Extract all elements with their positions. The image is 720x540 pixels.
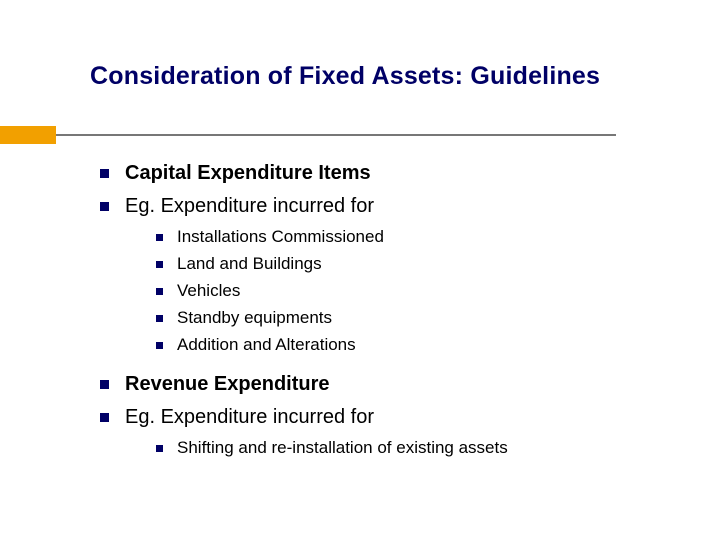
- bullet-icon: [100, 380, 109, 389]
- section-subheading: Eg. Expenditure incurred for: [125, 193, 374, 220]
- list-item: Eg. Expenditure incurred for: [100, 404, 660, 431]
- bullet-icon: [100, 202, 109, 211]
- title-divider: [0, 120, 720, 138]
- bullet-icon: [156, 315, 163, 322]
- list-item: Vehicles: [156, 280, 660, 303]
- list-item: Capital Expenditure Items: [100, 160, 660, 187]
- slide: Consideration of Fixed Assets: Guideline…: [0, 0, 720, 540]
- bullet-icon: [100, 413, 109, 422]
- list-item: Eg. Expenditure incurred for: [100, 193, 660, 220]
- bullet-icon: [100, 169, 109, 178]
- sublist: Shifting and re-installation of existing…: [156, 437, 660, 460]
- list-item: Shifting and re-installation of existing…: [156, 437, 660, 460]
- list-item: Revenue Expenditure: [100, 371, 660, 398]
- bullet-icon: [156, 288, 163, 295]
- list-item: Addition and Alterations: [156, 334, 660, 357]
- sublist-text: Land and Buildings: [177, 253, 322, 276]
- section-heading: Capital Expenditure Items: [125, 160, 371, 187]
- sublist-text: Addition and Alterations: [177, 334, 356, 357]
- slide-title: Consideration of Fixed Assets: Guideline…: [90, 62, 600, 91]
- list-item: Installations Commissioned: [156, 226, 660, 249]
- accent-bar: [0, 126, 56, 144]
- sublist-text: Vehicles: [177, 280, 240, 303]
- sublist-text: Standby equipments: [177, 307, 332, 330]
- sublist-text: Installations Commissioned: [177, 226, 384, 249]
- content-body: Capital Expenditure Items Eg. Expenditur…: [100, 160, 660, 474]
- section-subheading: Eg. Expenditure incurred for: [125, 404, 374, 431]
- divider-line: [56, 134, 616, 136]
- sublist-text: Shifting and re-installation of existing…: [177, 437, 508, 460]
- bullet-icon: [156, 445, 163, 452]
- sublist: Installations Commissioned Land and Buil…: [156, 226, 660, 357]
- list-item: Standby equipments: [156, 307, 660, 330]
- bullet-icon: [156, 234, 163, 241]
- list-item: Land and Buildings: [156, 253, 660, 276]
- section-heading: Revenue Expenditure: [125, 371, 330, 398]
- bullet-icon: [156, 261, 163, 268]
- bullet-icon: [156, 342, 163, 349]
